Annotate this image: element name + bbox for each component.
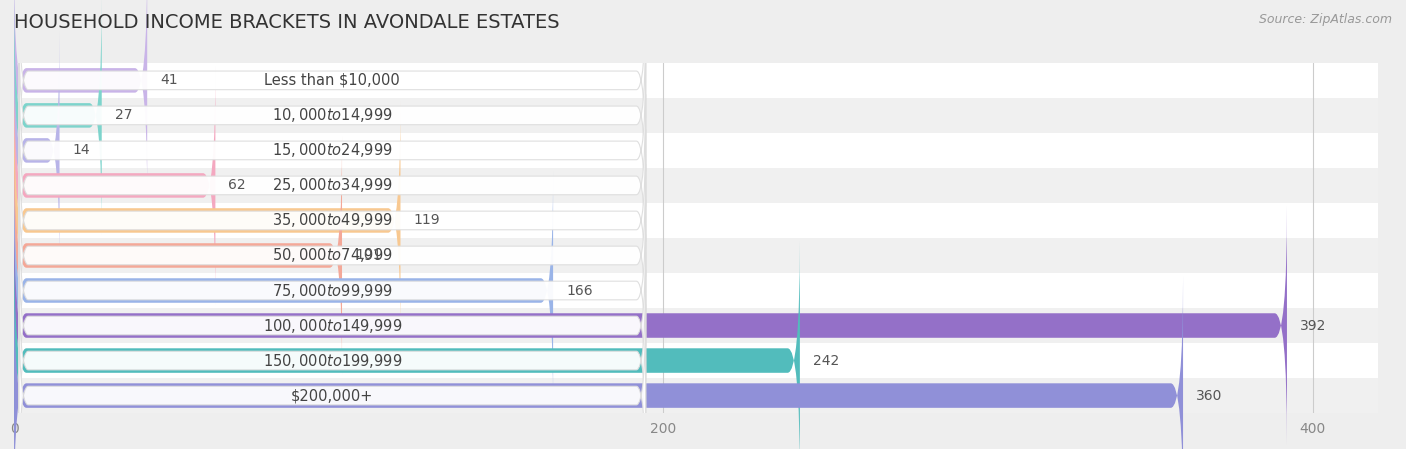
FancyBboxPatch shape [14, 66, 215, 305]
Bar [14, 273, 1378, 308]
Text: 62: 62 [228, 178, 246, 193]
Text: 242: 242 [813, 353, 839, 368]
Bar [14, 168, 1378, 203]
Text: $200,000+: $200,000+ [291, 388, 374, 403]
FancyBboxPatch shape [18, 0, 645, 172]
Text: $25,000 to $34,999: $25,000 to $34,999 [271, 176, 392, 194]
Bar [14, 308, 1378, 343]
Bar [14, 203, 1378, 238]
FancyBboxPatch shape [18, 269, 645, 449]
FancyBboxPatch shape [18, 59, 645, 242]
FancyBboxPatch shape [14, 136, 342, 375]
Text: 27: 27 [115, 108, 132, 123]
FancyBboxPatch shape [18, 94, 645, 277]
Text: HOUSEHOLD INCOME BRACKETS IN AVONDALE ESTATES: HOUSEHOLD INCOME BRACKETS IN AVONDALE ES… [14, 13, 560, 32]
Text: 119: 119 [413, 213, 440, 228]
FancyBboxPatch shape [14, 0, 148, 200]
Text: $35,000 to $49,999: $35,000 to $49,999 [271, 211, 392, 229]
FancyBboxPatch shape [18, 304, 645, 449]
FancyBboxPatch shape [18, 129, 645, 312]
Bar [14, 133, 1378, 168]
FancyBboxPatch shape [18, 234, 645, 417]
Bar [14, 98, 1378, 133]
Bar [14, 378, 1378, 413]
FancyBboxPatch shape [14, 241, 800, 449]
FancyBboxPatch shape [18, 199, 645, 382]
FancyBboxPatch shape [14, 0, 101, 235]
Text: 14: 14 [73, 143, 90, 158]
FancyBboxPatch shape [14, 31, 59, 270]
FancyBboxPatch shape [14, 171, 553, 410]
Bar [14, 238, 1378, 273]
Text: Source: ZipAtlas.com: Source: ZipAtlas.com [1258, 13, 1392, 26]
Text: $150,000 to $199,999: $150,000 to $199,999 [263, 352, 402, 370]
FancyBboxPatch shape [18, 24, 645, 207]
Text: $15,000 to $24,999: $15,000 to $24,999 [271, 141, 392, 159]
Bar [14, 63, 1378, 98]
Text: $75,000 to $99,999: $75,000 to $99,999 [271, 282, 392, 299]
Bar [14, 343, 1378, 378]
FancyBboxPatch shape [18, 164, 645, 347]
FancyBboxPatch shape [14, 101, 401, 340]
Text: Less than $10,000: Less than $10,000 [264, 73, 401, 88]
Text: 166: 166 [567, 283, 593, 298]
FancyBboxPatch shape [14, 276, 1182, 449]
Text: $10,000 to $14,999: $10,000 to $14,999 [271, 106, 392, 124]
Text: 41: 41 [160, 73, 177, 88]
Text: 392: 392 [1301, 318, 1326, 333]
Text: 360: 360 [1197, 388, 1222, 403]
Text: 101: 101 [354, 248, 381, 263]
Text: $100,000 to $149,999: $100,000 to $149,999 [263, 317, 402, 335]
Text: $50,000 to $74,999: $50,000 to $74,999 [271, 247, 392, 264]
FancyBboxPatch shape [14, 206, 1286, 445]
